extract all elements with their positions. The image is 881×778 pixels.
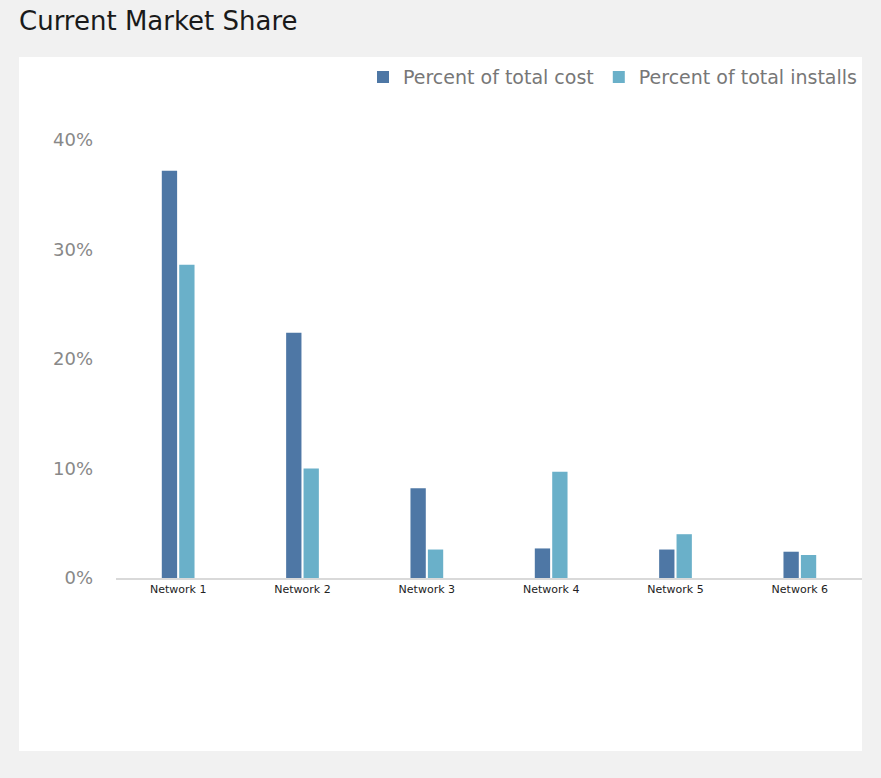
svg-text:Percent of total cost: Percent of total cost [403, 66, 594, 88]
svg-text:30%: 30% [53, 239, 93, 260]
svg-text:Network 2: Network 2 [274, 583, 330, 596]
svg-text:10%: 10% [53, 458, 93, 479]
svg-text:0%: 0% [64, 567, 93, 588]
svg-text:Percent of total installs: Percent of total installs [639, 66, 857, 88]
svg-text:Network 4: Network 4 [523, 583, 579, 596]
svg-text:40%: 40% [53, 129, 93, 150]
svg-text:Network 1: Network 1 [150, 583, 206, 596]
svg-text:Network 5: Network 5 [647, 583, 703, 596]
svg-text:Network 3: Network 3 [399, 583, 455, 596]
svg-text:Network 6: Network 6 [772, 583, 828, 596]
html-text:Current Market Share: Current Market Share [19, 6, 298, 36]
svg-text:20%: 20% [53, 348, 93, 369]
